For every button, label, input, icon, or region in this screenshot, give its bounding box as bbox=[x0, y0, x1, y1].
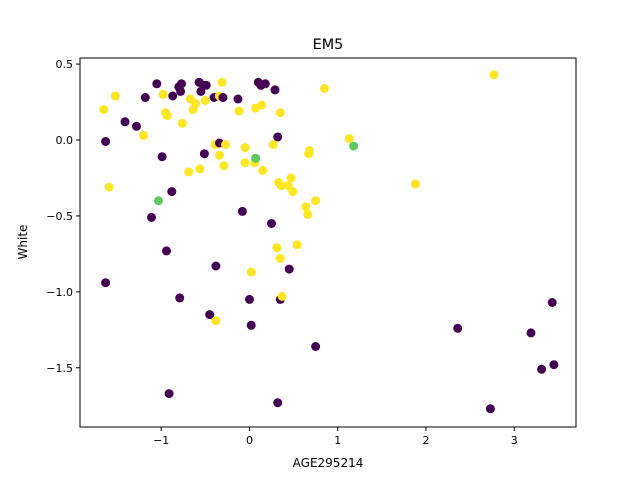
x-tick-label: 3 bbox=[511, 434, 518, 447]
scatter-point bbox=[201, 80, 211, 90]
scatter-point bbox=[276, 181, 286, 191]
scatter-point bbox=[101, 137, 111, 146]
x-tick-label: −1 bbox=[153, 434, 169, 447]
scatter-point bbox=[199, 149, 209, 159]
scatter-point bbox=[267, 219, 276, 228]
scatter-point bbox=[537, 364, 547, 374]
scatter-point bbox=[177, 118, 187, 128]
scatter-point bbox=[275, 108, 285, 118]
scatter-point bbox=[453, 323, 463, 333]
scatter-point bbox=[526, 328, 536, 338]
scatter-point bbox=[245, 294, 254, 304]
scatter-point bbox=[234, 106, 244, 116]
scatter-point bbox=[288, 187, 298, 197]
scatter-point bbox=[176, 86, 186, 96]
scatter-point bbox=[152, 79, 162, 89]
points-layer bbox=[99, 70, 559, 414]
scatter-point bbox=[284, 264, 294, 274]
scatter-point bbox=[164, 389, 174, 399]
x-axis-label: AGE295214 bbox=[293, 456, 364, 470]
scatter-point bbox=[272, 243, 282, 253]
scatter-point bbox=[218, 93, 228, 102]
scatter-point bbox=[211, 316, 221, 326]
y-tick-label: −1.0 bbox=[46, 286, 73, 299]
scatter-point bbox=[268, 140, 278, 150]
scatter-point bbox=[200, 96, 210, 105]
scatter-point bbox=[246, 267, 256, 277]
scatter-point bbox=[258, 165, 268, 175]
scatter-point bbox=[349, 141, 359, 151]
scatter-point bbox=[311, 342, 321, 351]
scatter-point bbox=[175, 293, 185, 303]
scatter-point bbox=[344, 134, 354, 143]
y-axis-label: White bbox=[16, 225, 30, 260]
scatter-point bbox=[162, 111, 172, 121]
scatter-point bbox=[158, 89, 168, 99]
scatter-point bbox=[260, 79, 270, 89]
scatter-point bbox=[191, 99, 201, 109]
scatter-point bbox=[205, 310, 215, 320]
scatter-point bbox=[140, 93, 150, 102]
scatter-point bbox=[257, 100, 267, 110]
scatter-point bbox=[162, 246, 171, 256]
scatter-point bbox=[132, 121, 141, 131]
scatter-point bbox=[168, 91, 178, 101]
y-tick-label: 0.5 bbox=[56, 58, 74, 71]
scatter-point bbox=[286, 173, 296, 183]
scatter-point bbox=[157, 152, 167, 162]
scatter-point bbox=[101, 278, 111, 288]
scatter-point bbox=[410, 179, 420, 189]
scatter-point bbox=[214, 150, 224, 160]
scatter-point bbox=[549, 360, 559, 370]
y-tick-label: 0.0 bbox=[56, 134, 74, 147]
scatter-point bbox=[240, 143, 250, 153]
plot-frame bbox=[79, 57, 577, 428]
scatter-point bbox=[277, 291, 287, 301]
scatter-point bbox=[303, 209, 313, 219]
scatter-point bbox=[305, 146, 314, 156]
scatter-point bbox=[177, 79, 186, 89]
scatter-point bbox=[273, 398, 283, 408]
scatter-point bbox=[139, 130, 148, 140]
scatter-point bbox=[251, 153, 261, 163]
scatter-point bbox=[99, 105, 109, 115]
scatter-point bbox=[167, 187, 177, 197]
scatter-point bbox=[301, 202, 311, 212]
scatter-point bbox=[120, 117, 130, 127]
x-tick-label: 2 bbox=[422, 434, 429, 447]
scatter-point bbox=[237, 206, 247, 216]
scatter-point bbox=[275, 253, 285, 263]
scatter-point bbox=[270, 85, 280, 95]
scatter-point bbox=[211, 261, 221, 271]
scatter-point bbox=[221, 140, 231, 150]
x-tick-label: 0 bbox=[246, 434, 253, 447]
scatter-point bbox=[547, 298, 557, 307]
scatter-point bbox=[147, 212, 156, 222]
y-tick-label: −0.5 bbox=[46, 210, 73, 223]
scatter-point bbox=[489, 70, 499, 80]
scatter-point bbox=[219, 161, 229, 171]
scatter-point bbox=[195, 164, 205, 174]
scatter-point bbox=[240, 158, 250, 168]
ticks-layer: −1 0 1 2 3 0.5 0.0 −0.5 −1.0 −1.5 bbox=[46, 58, 517, 447]
scatter-point bbox=[233, 94, 243, 104]
scatter-point bbox=[485, 404, 495, 414]
scatter-point bbox=[246, 320, 256, 330]
scatter-point bbox=[320, 83, 329, 93]
scatter-point bbox=[104, 182, 114, 192]
scatter-point bbox=[184, 167, 194, 177]
chart-title: EM5 bbox=[313, 37, 344, 53]
scatter-point bbox=[273, 132, 283, 142]
scatter-point bbox=[292, 240, 302, 250]
x-tick-label: 1 bbox=[334, 434, 341, 447]
scatter-point bbox=[311, 196, 321, 206]
scatter-point bbox=[154, 196, 163, 206]
y-tick-label: −1.5 bbox=[46, 362, 73, 375]
scatter-point bbox=[110, 91, 120, 101]
scatter-point bbox=[217, 77, 227, 87]
